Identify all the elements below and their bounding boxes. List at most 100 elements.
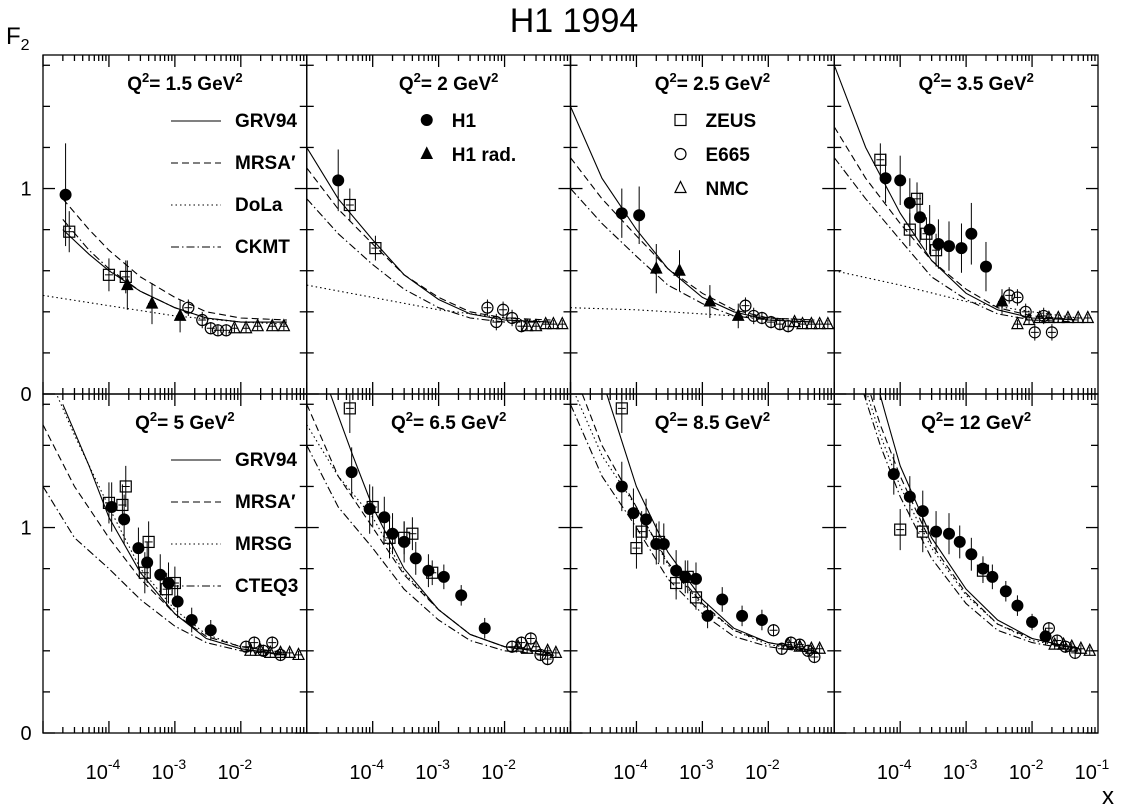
point-nmc [1065,638,1079,652]
point-nmc [796,316,809,330]
legend-label: GRV94 [235,450,297,471]
legend-label: ZEUS [706,111,757,132]
point-e665 [248,636,261,649]
legend-label: H1 rad. [452,145,516,166]
x-axis-label: x [1102,783,1114,808]
curve-solid [306,147,551,323]
legend-label: MRSA′ [235,153,296,174]
point-zeus [903,223,916,236]
x-tick-label: 10-2 [745,756,780,784]
data-points [343,394,563,666]
x-tick-label: 10-2 [1009,756,1044,784]
curve-dotted [866,394,1079,650]
legend-marker-filled-triangle [420,146,434,159]
point-nmc [243,642,257,656]
curve-dashed [581,394,815,652]
panel-frame [306,54,572,395]
point-nmc [1022,312,1036,326]
point-h1 [185,614,198,626]
point-nmc [1083,642,1097,656]
point-h1 [887,468,900,481]
curve-solid [879,394,1079,650]
point-h1 [965,548,978,561]
point-zeus [160,583,173,596]
panel-label: Q2= 3.5 GeV2 [918,70,1033,95]
point-h1rad [145,295,159,309]
point-nmc [529,318,543,332]
point-h1 [615,480,628,493]
point-e665 [1045,326,1059,339]
curves [570,106,815,323]
point-nmc [1071,310,1085,324]
panel-frame [569,393,835,734]
point-nmc [546,316,560,330]
point-nmc [239,320,253,334]
point-e665 [764,315,778,329]
x-tick-label: 10-3 [943,756,978,784]
curve-dashdot [43,486,287,656]
point-h1 [627,507,640,520]
point-e665 [747,309,760,323]
legend-label: DoLa [235,195,283,216]
point-h1 [615,207,628,220]
panel-frame [833,393,1099,734]
point-zeus [681,570,694,583]
point-zeus [119,480,132,493]
point-zeus [635,525,648,538]
panel-2: Q2= 2 GeV2 [306,54,572,395]
point-e665 [767,624,780,637]
point-zeus [366,500,379,514]
point-h1 [478,622,491,635]
panel-frame [306,393,572,734]
curve-dashed [306,404,551,654]
curve-solid [570,106,815,323]
point-h1 [903,196,916,209]
y-axis-label: F2 [6,23,30,54]
point-zeus [142,535,155,549]
point-h1 [1011,599,1024,612]
point-nmc [788,314,802,328]
point-zeus [670,576,683,590]
curves [43,394,287,656]
panel-grid: Q2= 1.5 GeV2 Q2= 2 GeV2 Q2= 2.5 GeV2 Q2= 3.… [20,54,1110,784]
point-e665 [490,315,503,329]
panel-frame [569,54,835,395]
legend-label: CTEQ3 [235,576,298,597]
legend-label: E665 [706,145,751,166]
curve-dotted [834,270,1079,319]
point-h1 [141,556,154,569]
point-nmc [1033,310,1047,324]
point-zeus [383,531,396,544]
point-zeus [116,498,129,512]
point-zeus [916,525,929,538]
curve-dashdot [62,219,287,323]
panel-label: Q2= 1.5 GeV2 [127,70,242,95]
point-e665 [1003,289,1016,302]
curves [863,394,1079,652]
x-tick-label: 10-2 [481,756,516,784]
curve-dashdot [306,445,551,656]
data-points [59,143,291,337]
point-nmc [1042,310,1056,324]
curves [306,394,551,656]
x-tick-label: 10-3 [679,756,714,784]
panel-label: Q2= 6.5 GeV2 [391,409,506,434]
point-zeus [426,566,439,579]
point-nmc [1061,310,1075,324]
point-zeus [343,198,356,212]
panel-frame [42,54,308,395]
point-zeus [102,268,116,281]
point-nmc [804,316,818,330]
point-nmc [781,636,795,650]
point-nmc [277,318,291,332]
point-h1 [332,174,345,187]
point-h1 [409,552,422,565]
point-h1rad [995,293,1009,307]
point-h1 [171,595,184,608]
point-h1 [437,570,450,583]
point-zeus [398,531,411,544]
x-tick-label: 10-4 [349,756,384,784]
point-nmc [529,638,543,652]
point-zeus [119,270,132,283]
x-tick-label: 10-4 [86,756,121,784]
